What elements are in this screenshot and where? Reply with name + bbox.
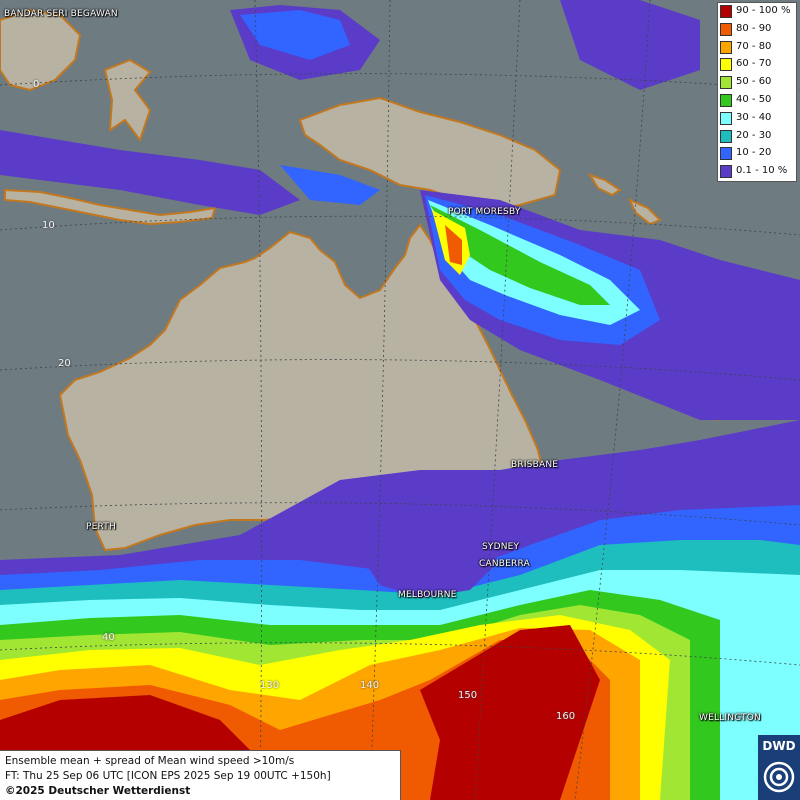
legend-swatch <box>720 94 732 107</box>
north-patches <box>0 0 700 215</box>
legend-label: 40 - 50 <box>736 94 772 105</box>
legend-label: 10 - 20 <box>736 147 772 159</box>
legend-swatch <box>720 22 732 36</box>
legend-swatch <box>720 165 732 179</box>
new-guinea-land <box>298 96 562 212</box>
legend-label: 0.1 - 10 % <box>736 165 788 177</box>
legend-label: 80 - 90 <box>736 22 772 34</box>
legend-row: 40 - 50 <box>718 92 798 110</box>
legend-row: 80 - 90 <box>718 21 798 39</box>
sulawesi-land <box>103 58 152 143</box>
lesser-sunda-islands <box>4 188 217 226</box>
legend-row: 30 - 40 <box>718 110 798 128</box>
dwd-logo: DWD <box>758 735 800 800</box>
lon-label-160: 160 <box>556 711 576 722</box>
south-australia-10pct <box>340 480 500 598</box>
borneo-land <box>0 8 82 92</box>
legend-row: 20 - 30 <box>718 128 798 146</box>
legend-row: 10 - 20 <box>718 145 798 163</box>
legend-swatch <box>720 5 732 18</box>
city-label-wellington: WELLINGTON <box>699 713 761 723</box>
forecast-time: FT: Thu 25 Sep 06 UTC [ICON EPS 2025 Sep… <box>5 770 331 782</box>
city-label-sydney: SYDNEY <box>482 542 520 552</box>
legend-label: 60 - 70 <box>736 58 772 70</box>
legend-row: 50 - 60 <box>718 74 798 92</box>
city-label-bandar: BANDAR SERI BEGAWAN <box>4 9 118 19</box>
dwd-swirl-icon <box>763 761 795 793</box>
city-label-canberra: CANBERRA <box>479 559 530 569</box>
legend-label: 70 - 80 <box>736 40 772 52</box>
copyright: ©2025 Deutscher Wetterdienst <box>5 785 191 797</box>
city-label-port-moresby: PORT MORESBY <box>448 207 521 217</box>
legend-label: 20 - 30 <box>736 129 772 141</box>
lon-label-140: 140 <box>360 680 380 691</box>
legend-label: 50 - 60 <box>736 76 772 88</box>
legend-swatch <box>720 76 732 90</box>
coral-sea-60pct <box>430 205 610 305</box>
city-label-perth: PERTH <box>86 522 116 532</box>
product-description: Ensemble mean + spread of Mean wind spee… <box>5 755 295 767</box>
info-box: Ensemble mean + spread of Mean wind spee… <box>0 750 401 800</box>
legend-row: 60 - 70 <box>718 56 798 74</box>
legend-swatch <box>720 40 732 54</box>
lat-label-40: 40 <box>102 632 115 643</box>
legend-swatch <box>720 58 732 72</box>
legend-label: 90 - 100 % <box>736 5 791 16</box>
legend-row: 0.1 - 10 % <box>718 163 798 181</box>
legend-swatch <box>720 129 732 143</box>
probability-legend: 90 - 100 % 80 - 90 70 - 80 60 - 70 50 - 60 40… <box>717 2 797 182</box>
dwd-logo-text: DWD <box>762 739 796 753</box>
lon-label-130: 130 <box>260 680 280 691</box>
lon-label-150: 150 <box>458 690 478 701</box>
north-patches-20 <box>240 10 380 205</box>
legend-swatch <box>720 147 732 161</box>
city-label-melbourne: MELBOURNE <box>398 590 457 600</box>
lat-label-0: 0 <box>33 79 40 90</box>
coral-sea-90pct <box>445 225 462 265</box>
lat-label-20: 20 <box>58 358 71 369</box>
legend-swatch <box>720 111 732 125</box>
legend-label: 30 - 40 <box>736 111 772 123</box>
lat-label-10: 10 <box>42 220 55 231</box>
solomon-islands <box>587 173 662 226</box>
legend-row: 90 - 100 % <box>718 3 798 21</box>
city-label-brisbane: BRISBANE <box>511 460 559 470</box>
legend-row: 70 - 80 <box>718 39 798 57</box>
